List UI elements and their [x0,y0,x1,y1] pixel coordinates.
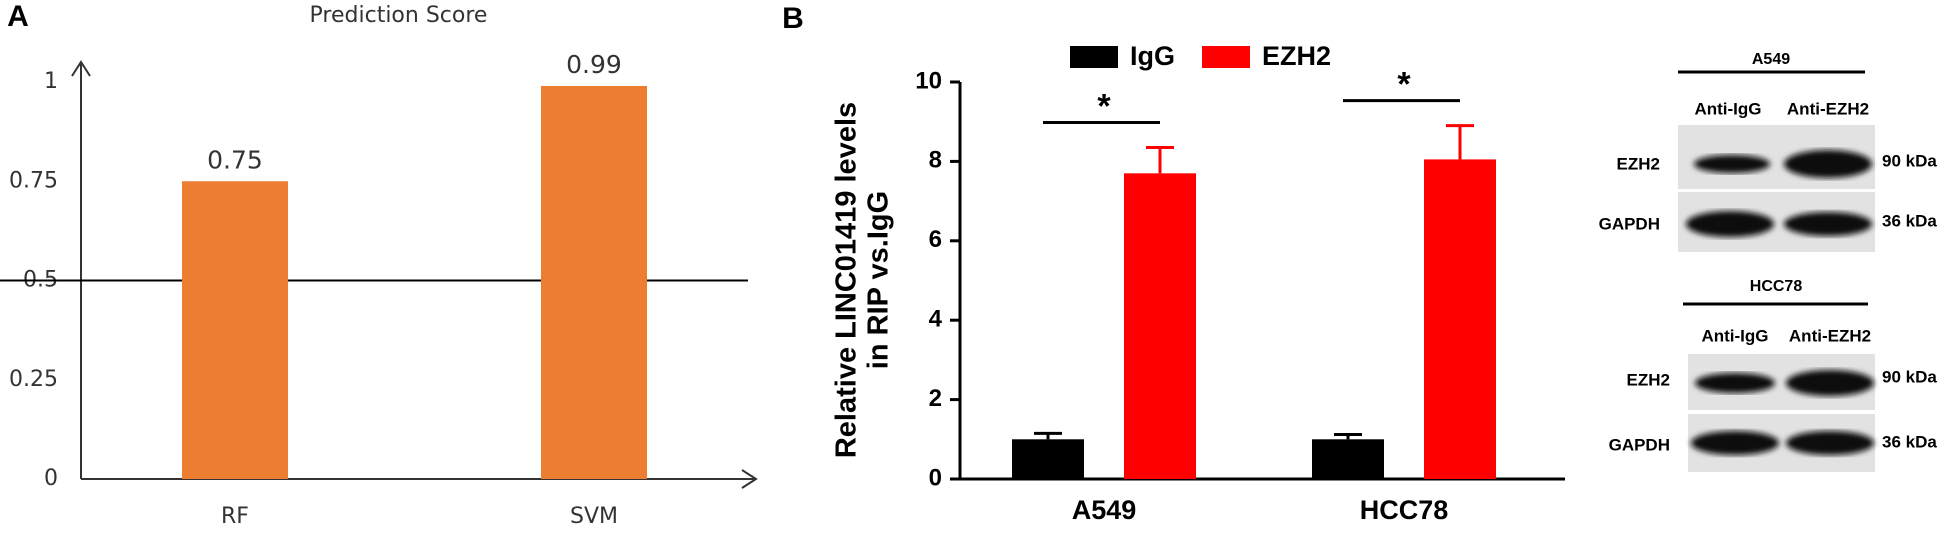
y-tick-label: 10 [915,67,942,94]
lane-label: Anti-IgG [1701,326,1768,345]
legend-label: EZH2 [1262,41,1331,71]
significance-star: * [1097,87,1111,125]
band [1695,373,1775,393]
size-label: 36 kDa [1882,211,1937,230]
legend-swatch [1070,46,1118,68]
legend-swatch [1202,46,1250,68]
bar [1424,159,1496,480]
y-tick-label: 0.75 [9,168,58,193]
y-tick-label: 4 [929,306,943,333]
panel-label: B [782,2,804,35]
significance-star: * [1397,66,1411,104]
bar [1312,439,1384,479]
x-tick-label: RF [221,504,249,529]
y-tick-label: 0 [44,466,58,491]
y-tick-label: 0 [929,464,942,491]
size-label: 90 kDa [1882,151,1937,170]
size-label: 36 kDa [1882,432,1937,451]
y-tick-label: 2 [929,385,942,412]
x-tick-label: HCC78 [1360,495,1449,525]
blot-cell-line: HCC78 [1750,278,1803,295]
bar [1124,173,1196,479]
size-label: 90 kDa [1882,367,1937,386]
band [1786,431,1874,455]
y-tick-label: 8 [929,147,942,174]
x-axis-arrow [741,469,758,489]
y-tick-label: 1 [44,69,58,94]
y-tick-label: 0.25 [9,367,58,392]
band [1784,150,1872,178]
protein-label: EZH2 [1617,154,1660,173]
protein-label: GAPDH [1599,214,1660,233]
x-tick-label: SVM [570,504,618,529]
bar [182,181,288,479]
blot-cell-line: A549 [1752,51,1790,68]
protein-label: GAPDH [1609,435,1670,454]
lane-label: Anti-EZH2 [1789,326,1871,345]
y-axis-label: Relative LINC01419 levels [831,102,863,458]
x-tick-label: A549 [1072,495,1137,525]
protein-label: EZH2 [1627,370,1670,389]
band [1784,212,1872,236]
band [1694,155,1770,173]
legend-label: IgG [1130,41,1175,71]
blots: A549 Anti-IgG Anti-EZH2 EZH2 GAPDH 90 kDa 36 k… [1599,51,1937,472]
lane-label: Anti-IgG [1694,99,1761,118]
lane-label: Anti-EZH2 [1787,99,1869,118]
panel-label: A [7,0,29,33]
bar [1012,439,1084,479]
band [1786,370,1874,396]
value-label: 0.75 [207,145,263,174]
y-axis-label: in RIP vs.IgG [863,191,895,369]
panel-b: B 0 2 4 6 8 10 Relative LINC01419 levels in RIP … [782,2,1565,525]
y-tick-label: 6 [929,226,942,253]
band [1691,431,1779,455]
panel-a: A Prediction Score00.250.50.751RF0.75SVM0… [0,0,758,529]
value-label: 0.99 [566,50,622,79]
y-axis-arrow [71,60,91,77]
bar [541,85,647,479]
chart-title: Prediction Score [310,3,488,28]
band [1686,211,1774,237]
